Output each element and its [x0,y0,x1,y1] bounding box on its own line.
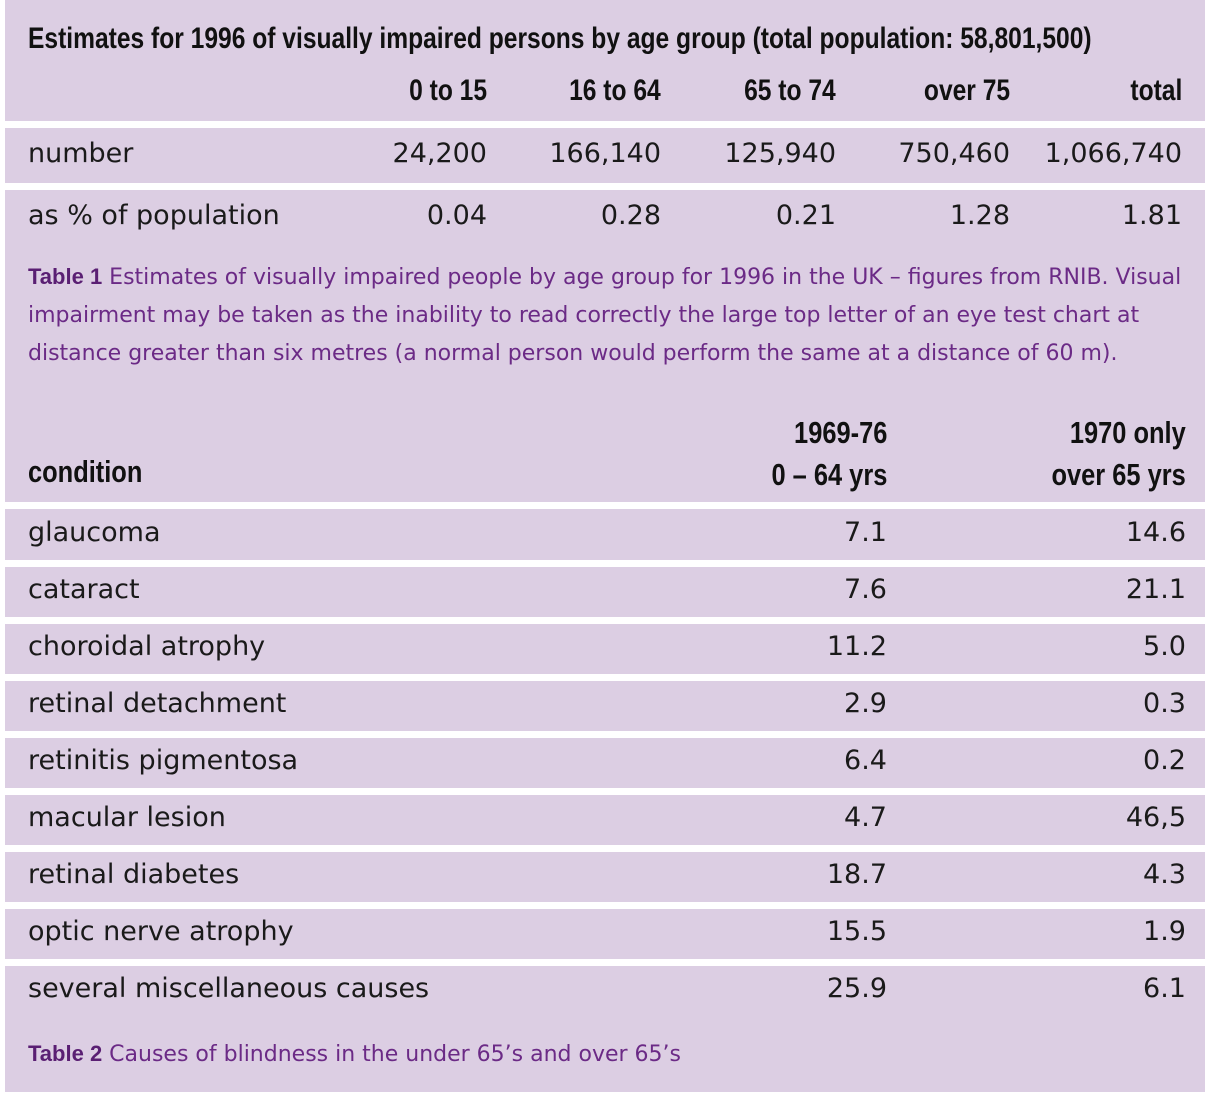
table1-cell: 0.28 [600,200,661,231]
table1-cell: 24,200 [392,138,487,169]
table2-row-label: several miscellaneous causes [28,973,430,1004]
row-separator [5,959,1205,966]
table1-header-0-15: 0 to 15 [409,74,487,107]
table1-caption: Table 1 Estimates of visually impaired p… [28,258,1188,373]
table1-header-16-64: 16 to 64 [569,74,661,107]
table1-header-total: total [1130,74,1182,107]
table2-col2-header-line2: over 65 yrs [1051,457,1186,492]
row-separator [5,731,1205,738]
table2-col1-header-line2: 0 – 64 yrs [771,457,887,492]
table2-col1-header: 1969-76 0 – 64 yrs [771,412,887,496]
table2-cell-a: 25.9 [826,973,887,1004]
table1-caption-label: Table 1 [28,264,103,289]
table2-cell-b: 21.1 [1125,574,1186,605]
row-separator [5,674,1205,681]
row-separator [5,183,1205,190]
row-separator [5,121,1205,128]
table2-cell-b: 5.0 [1143,631,1186,662]
row-separator [5,617,1205,624]
row-separator [5,902,1205,909]
row-separator [5,502,1205,509]
table1-cell: 750,460 [898,138,1010,169]
table2-cell-a: 7.1 [844,517,887,548]
row-separator [5,788,1205,795]
table2-cell-a: 2.9 [844,688,887,719]
row-separator [5,560,1205,567]
table1-cell: 1,066,740 [1044,138,1182,169]
table1-header-over-75: over 75 [923,74,1010,107]
table1-cell: 1.81 [1121,200,1182,231]
table2-condition-header: condition [28,454,143,489]
table1-cell: 1.28 [949,200,1010,231]
table1-cell: 0.04 [426,200,487,231]
table2-cell-b: 1.9 [1143,916,1186,947]
table2-caption-label: Table 2 [28,1041,103,1066]
table1-cell: 0.21 [775,200,836,231]
table1-row-label: as % of population [28,200,280,231]
table1-caption-text: Estimates of visually impaired people by… [28,265,1182,366]
table2-col1-header-line1: 1969-76 [793,415,887,450]
table2-cell-a: 6.4 [844,745,887,776]
table2-row-label: macular lesion [28,802,226,833]
table2-row-label: glaucoma [28,517,161,548]
table1-cell: 166,140 [549,138,661,169]
table2-cell-b: 14.6 [1125,517,1186,548]
table2-row-label: optic nerve atrophy [28,916,294,947]
table2-row-label: retinitis pigmentosa [28,745,299,776]
table2-row-label: cataract [28,574,140,605]
table1-row-label: number [28,138,134,169]
table2-cell-a: 4.7 [844,802,887,833]
table2-cell-b: 0.3 [1143,688,1186,719]
table2-caption-text: Causes of blindness in the under 65’s an… [102,1042,682,1067]
table2-cell-b: 6.1 [1143,973,1186,1004]
table2-col2-header-line1: 1970 only [1070,415,1186,450]
table2-caption: Table 2 Causes of blindness in the under… [28,1035,1188,1074]
table2-row-label: choroidal atrophy [28,631,266,662]
table1-header-65-74: 65 to 74 [744,74,836,107]
table2-cell-a: 18.7 [826,859,887,890]
table2-cell-a: 7.6 [844,574,887,605]
table2-row-label: retinal diabetes [28,859,240,890]
table2-row-label: retinal detachment [28,688,287,719]
table2-col2-header: 1970 only over 65 yrs [1052,412,1186,496]
table2-cell-b: 0.2 [1143,745,1186,776]
table2-cell-b: 46,5 [1125,802,1186,833]
table2-cell-b: 4.3 [1143,859,1186,890]
tables-panel [5,0,1205,1092]
table2-cell-a: 11.2 [826,631,887,662]
table2-cell-a: 15.5 [826,916,887,947]
row-separator [5,845,1205,852]
table1-cell: 125,940 [724,138,836,169]
table1-title: Estimates for 1996 of visually impaired … [28,22,1092,55]
